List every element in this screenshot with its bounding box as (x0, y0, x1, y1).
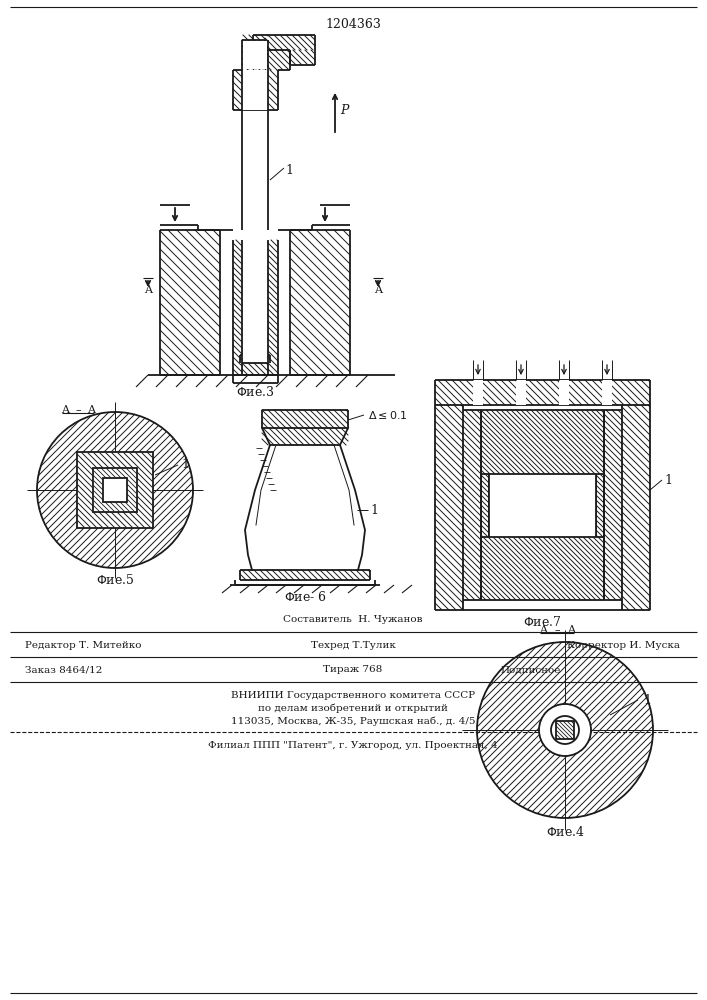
Text: $\Phi$ие.3: $\Phi$ие.3 (235, 385, 274, 399)
Text: Редактор Т. Митейко: Редактор Т. Митейко (25, 641, 141, 650)
Text: $\Phi$ие.4: $\Phi$ие.4 (546, 825, 585, 839)
Text: Тираж 768: Тираж 768 (323, 666, 382, 674)
Bar (77, 452, 153, 528)
Bar (93, 468, 137, 512)
Text: Подписное: Подписное (500, 666, 561, 674)
Text: 1: 1 (643, 694, 651, 706)
Text: Корректор И. Муска: Корректор И. Муска (567, 641, 680, 650)
Text: $\Phi$ие.5: $\Phi$ие.5 (95, 573, 134, 587)
Text: A: A (567, 625, 575, 635)
Text: Заказ 8464/12: Заказ 8464/12 (25, 666, 103, 674)
Bar (556, 721, 574, 739)
Text: A: A (87, 405, 95, 415)
Text: 1: 1 (181, 458, 189, 472)
Bar (77, 452, 153, 528)
Text: A: A (144, 285, 152, 295)
Text: 1: 1 (370, 504, 378, 516)
Circle shape (539, 704, 591, 756)
Bar (489, 474, 596, 537)
Text: Техред Т.Тулик: Техред Т.Тулик (310, 641, 395, 650)
Text: 113035, Москва, Ж-35, Раушская наб., д. 4/5: 113035, Москва, Ж-35, Раушская наб., д. … (230, 716, 475, 726)
Text: 1: 1 (285, 163, 293, 176)
Bar (242, 70, 268, 110)
Text: $\Phi$ие.7: $\Phi$ие.7 (523, 615, 562, 629)
Text: Филиал ППП "Патент", г. Ужгород, ул. Проектная, 4: Филиал ППП "Патент", г. Ужгород, ул. Про… (208, 742, 498, 750)
Bar (103, 478, 127, 502)
Text: Составитель  Н. Чужанов: Составитель Н. Чужанов (284, 615, 423, 624)
Bar (559, 380, 569, 405)
Text: A: A (61, 405, 69, 415)
Circle shape (551, 716, 579, 744)
Text: –: – (554, 625, 560, 635)
Text: –: – (75, 405, 81, 415)
Text: P: P (340, 104, 349, 116)
Text: 1: 1 (664, 474, 672, 487)
Bar (473, 380, 483, 405)
Text: $\Phi$ие- 6: $\Phi$ие- 6 (284, 590, 327, 604)
Text: A: A (539, 625, 547, 635)
Text: ВНИИПИ Государственного комитета СССР: ВНИИПИ Государственного комитета СССР (231, 690, 475, 700)
Text: $\Delta\leq0.1$: $\Delta\leq0.1$ (368, 409, 408, 421)
Bar (243, 41, 267, 69)
Bar (103, 478, 127, 502)
Text: по делам изобретений и открытий: по делам изобретений и открытий (258, 703, 448, 713)
Bar (93, 468, 137, 512)
Text: A: A (374, 285, 382, 295)
Bar (602, 380, 612, 405)
Bar (516, 380, 526, 405)
Text: 1204363: 1204363 (325, 18, 381, 31)
